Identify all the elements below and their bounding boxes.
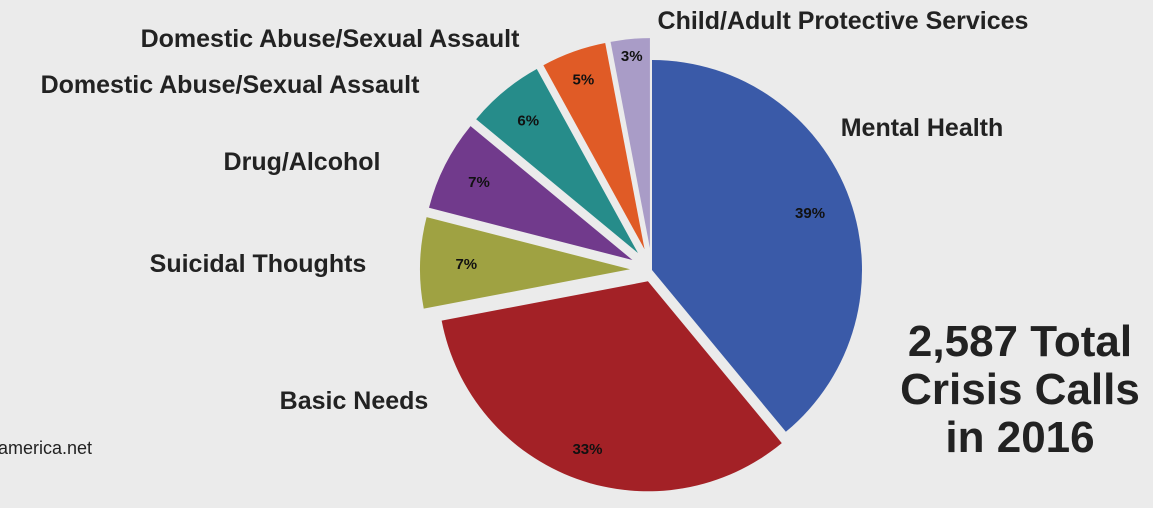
- pie-slice-value-label-3: 7%: [468, 174, 490, 191]
- pie-slice-value-label-2: 7%: [455, 256, 477, 273]
- pie-slice-value-label-1: 33%: [572, 441, 602, 458]
- pie-slice-5: [543, 43, 645, 250]
- total-calls-line-2: Crisis Calls: [900, 365, 1140, 414]
- pie-slice-category-label-1: Basic Needs: [280, 387, 429, 415]
- pie-slice-value-label-5: 5%: [573, 71, 595, 88]
- pie-slice-3: [428, 126, 633, 261]
- pie-slice-0: [652, 60, 863, 432]
- source-url: america.net: [0, 438, 93, 458]
- pie-slice-6: [610, 38, 650, 249]
- total-calls-annotation: 2,587 Total Crisis Calls in 2016: [880, 318, 1153, 462]
- pie-slice-category-label-3: Drug/Alcohol: [224, 148, 381, 176]
- pie-slice-4: [476, 69, 638, 254]
- pie-slice-category-label-5: Domestic Abuse/Sexual Assault: [141, 25, 521, 53]
- pie-slice-category-label-6: Child/Adult Protective Services: [658, 7, 1029, 35]
- pie-slice-1: [441, 281, 782, 492]
- total-calls-line-3: in 2016: [945, 413, 1095, 462]
- pie-slice-2: [420, 217, 631, 309]
- pie-slice-value-label-6: 3%: [621, 48, 643, 65]
- pie-slice-category-label-0: Mental Health: [841, 114, 1004, 142]
- pie-slice-value-label-4: 6%: [517, 112, 539, 129]
- total-calls-line-1: 2,587 Total: [907, 317, 1133, 366]
- pie-slice-value-label-0: 39%: [795, 205, 825, 222]
- pie-slice-category-label-2: Suicidal Thoughts: [150, 250, 367, 278]
- pie-slice-category-label-4: Domestic Abuse/Sexual Assault: [41, 71, 421, 99]
